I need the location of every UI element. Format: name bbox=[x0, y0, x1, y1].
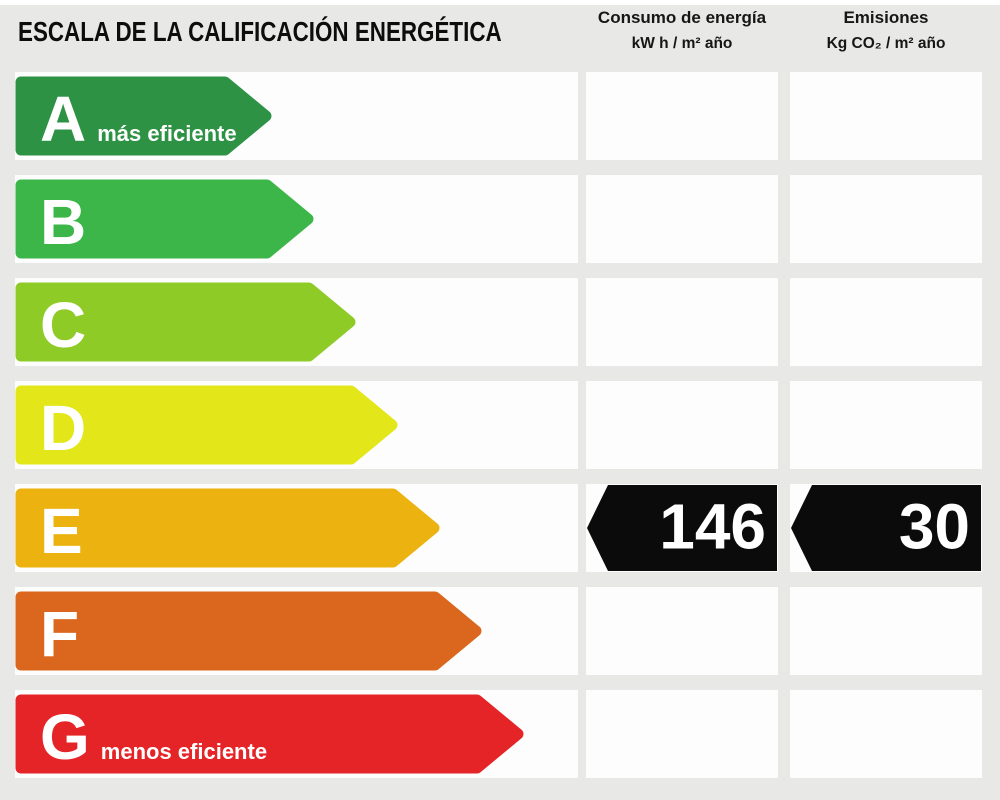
consumo-unit: kW h / m² año bbox=[631, 35, 733, 52]
rating-arrow-b: B bbox=[15, 179, 315, 259]
rating-row-e: E 146 30 bbox=[0, 484, 1000, 572]
emisiones-value: 30 bbox=[898, 490, 970, 563]
right-arrow-shape-icon bbox=[15, 694, 524, 774]
column-header-emisiones: Emisiones Kg CO₂ / m² año bbox=[790, 8, 982, 53]
emisiones-cell: 30 bbox=[790, 484, 982, 572]
page-title: ESCALA DE LA CALIFICACIÓN ENERGÉTICA bbox=[18, 16, 502, 47]
right-arrow-shape-icon bbox=[15, 179, 314, 259]
consumo-cell bbox=[586, 278, 778, 366]
emisiones-cell bbox=[790, 175, 982, 263]
rating-row-f: F bbox=[0, 587, 1000, 675]
rating-letter: D bbox=[40, 392, 87, 464]
emisiones-unit: Kg CO₂ / m² año bbox=[826, 35, 946, 52]
rating-row-d: D bbox=[0, 381, 1000, 469]
rating-letter: G bbox=[40, 701, 90, 773]
rating-arrow-text: E bbox=[40, 495, 83, 567]
consumo-title: Consumo de energía bbox=[597, 8, 767, 27]
emisiones-cell bbox=[790, 72, 982, 160]
emisiones-cell bbox=[790, 587, 982, 675]
rating-arrow-f: F bbox=[15, 591, 483, 671]
consumo-cell bbox=[586, 381, 778, 469]
top-border bbox=[0, 0, 1000, 5]
rating-scale-cell: D bbox=[15, 381, 578, 469]
rating-letter: B bbox=[40, 186, 87, 258]
emisiones-cell bbox=[790, 278, 982, 366]
efficiency-label: menos eficiente bbox=[100, 739, 268, 764]
rating-letter: A bbox=[40, 83, 87, 155]
emisiones-cell bbox=[790, 381, 982, 469]
emisiones-title: Emisiones bbox=[843, 8, 929, 27]
rating-scale-cell: E bbox=[15, 484, 578, 572]
left-arrow-shape-icon bbox=[791, 485, 981, 571]
rating-letter: E bbox=[40, 495, 83, 567]
consumo-cell: 146 bbox=[586, 484, 778, 572]
consumo-cell bbox=[586, 587, 778, 675]
emisiones-value-arrow: 30 bbox=[790, 484, 982, 572]
consumo-cell bbox=[586, 72, 778, 160]
emisiones-cell bbox=[790, 690, 982, 778]
rating-letter: C bbox=[40, 289, 87, 361]
column-header-consumo: Consumo de energía kW h / m² año bbox=[586, 8, 778, 53]
consumo-cell bbox=[586, 690, 778, 778]
rating-arrow-text: B bbox=[40, 186, 87, 258]
left-arrow-shape-icon bbox=[587, 485, 777, 571]
consumo-value-arrow: 146 bbox=[586, 484, 778, 572]
rating-row-c: C bbox=[0, 278, 1000, 366]
rating-arrow-c: C bbox=[15, 282, 357, 362]
rating-arrow-text: F bbox=[40, 598, 80, 670]
right-arrow-shape-icon bbox=[15, 385, 398, 465]
right-arrow-shape-icon bbox=[15, 76, 272, 156]
rating-row-b: B bbox=[0, 175, 1000, 263]
consumo-cell bbox=[586, 175, 778, 263]
consumo-value: 146 bbox=[659, 490, 766, 563]
rating-letter: F bbox=[40, 598, 80, 670]
efficiency-label: más eficiente bbox=[97, 121, 237, 146]
rating-scale-cell: B bbox=[15, 175, 578, 263]
rating-scale-cell: F bbox=[15, 587, 578, 675]
right-arrow-shape-icon bbox=[15, 488, 440, 568]
right-arrow-shape-icon bbox=[15, 282, 356, 362]
rating-arrow-text: D bbox=[40, 392, 87, 464]
rating-arrow-e: E bbox=[15, 488, 441, 568]
right-arrow-shape-icon bbox=[15, 591, 482, 671]
rating-arrow-d: D bbox=[15, 385, 399, 465]
rating-scale-cell: C bbox=[15, 278, 578, 366]
rating-arrow-text: C bbox=[40, 289, 87, 361]
